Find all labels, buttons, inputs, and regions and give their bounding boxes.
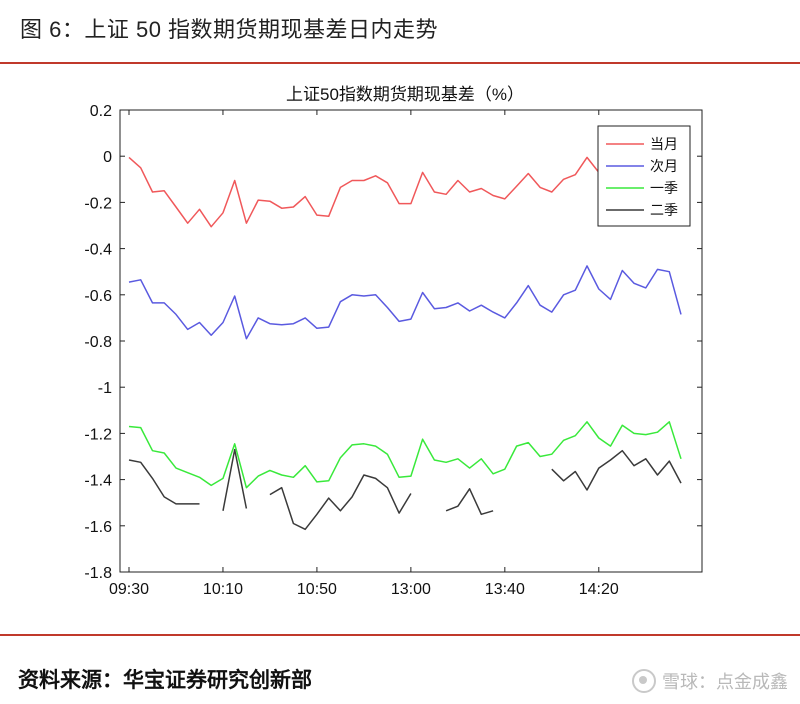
y-tick-label: -1: [98, 380, 112, 397]
x-axis: 09:30 10:10 10:50 13:00 13:40 14:20: [109, 110, 619, 598]
chart-title: 上证50指数期货期现基差（%）: [286, 85, 524, 104]
series-4: [128, 448, 682, 531]
legend-label: 次月: [650, 158, 678, 174]
y-tick-label: -1.6: [84, 519, 112, 536]
series-layer: [128, 156, 682, 531]
series-line-segment: [128, 459, 200, 505]
y-tick-label: 0.2: [90, 103, 112, 120]
series-line-segment: [128, 421, 682, 489]
y-tick-label: -0.2: [84, 195, 112, 212]
y-tick-label: -0.6: [84, 288, 112, 305]
figure-title: 图 6：上证 50 指数期货期现基差日内走势: [20, 17, 439, 42]
series-line-segment: [445, 488, 494, 516]
series-line-segment: [269, 474, 412, 531]
basis-line-chart: 上证50指数期货期现基差（%） 0.2 0 -0.2 -0.4 -0.6 -0.8 -1 -1…: [84, 85, 703, 598]
watermark: 雪球：点金成鑫: [632, 668, 788, 694]
x-tick-label: 09:30: [109, 581, 149, 598]
y-tick-label: -1.2: [84, 426, 112, 443]
series-line-segment: [128, 265, 682, 340]
legend-label: 一季: [650, 180, 678, 196]
top-divider: [0, 62, 800, 64]
y-axis: 0.2 0 -0.2 -0.4 -0.6 -0.8 -1 -1.2 -1.4 -1.6 -1.8: [84, 103, 702, 582]
y-tick-label: -0.8: [84, 334, 112, 351]
legend-label: 二季: [650, 202, 678, 218]
series-line-segment: [551, 449, 682, 491]
x-tick-label: 10:10: [203, 581, 243, 598]
series-1: [128, 156, 600, 228]
x-tick-label: 13:00: [391, 581, 431, 598]
x-tick-label: 13:40: [485, 581, 525, 598]
series-line-segment: [222, 448, 248, 511]
x-tick-label: 10:50: [297, 581, 337, 598]
series-3: [128, 421, 682, 489]
watermark-text: 雪球：点金成鑫: [662, 672, 788, 692]
y-tick-label: -1.8: [84, 565, 112, 582]
data-source-note: 资料来源：华宝证券研究创新部: [18, 669, 312, 692]
snowball-icon: [632, 669, 656, 693]
x-tick-label: 14:20: [579, 581, 619, 598]
bottom-divider: [0, 634, 800, 636]
y-tick-label: 0: [103, 149, 112, 166]
series-2: [128, 265, 682, 340]
series-line-segment: [128, 156, 600, 228]
legend-label: 当月: [650, 136, 678, 152]
y-tick-label: -0.4: [84, 242, 112, 259]
chart-container: 上证50指数期货期现基差（%） 0.2 0 -0.2 -0.4 -0.6 -0.8 -1 -1…: [0, 66, 800, 632]
y-tick-label: -1.4: [84, 473, 112, 490]
